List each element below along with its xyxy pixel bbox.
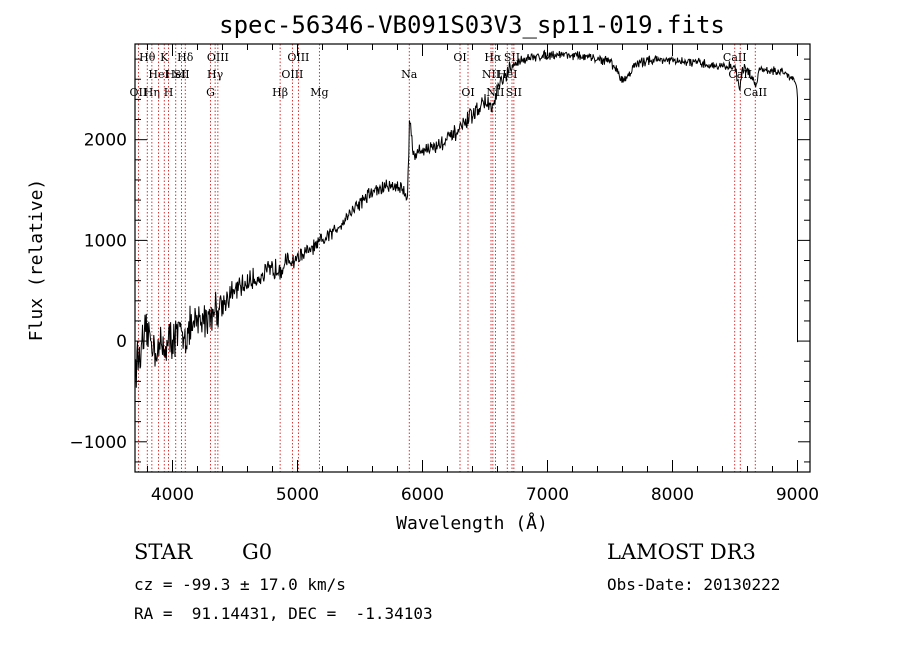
y-tick-label-3: 2000 [84,131,127,151]
y-axis-label: Flux (relative) [26,179,47,342]
marker-label-11: OIII [207,51,229,64]
marker-label-20: Hα [484,51,502,64]
marker-label-0: OII [130,86,148,99]
x-axis-label: Wavelength (Å) [396,512,548,534]
x-tick-label-1: 5000 [276,485,319,505]
obs-date: Obs-Date: 20130222 [607,575,781,594]
y-tick-label-2: 1000 [84,231,127,251]
x-tick-label-5: 9000 [776,485,819,505]
coordinates: RA = 91.14431, DEC = -1.34103 [134,604,433,623]
marker-label-13: OIII [281,68,303,81]
marker-label-1: Hθ [139,51,156,64]
x-tick-label-2: 6000 [401,485,444,505]
object-subclass: G0 [242,540,273,564]
marker-label-2: Hη [144,86,160,99]
plot-frame [134,43,811,473]
marker-label-5: H [164,86,174,99]
marker-label-9: G [206,86,215,99]
marker-label-18: OI [461,86,474,99]
marker-label-24: SII [506,86,522,99]
marker-label-23: SII [504,51,520,64]
y-tick-label-1: 0 [116,332,127,352]
marker-label-8: Hδ [177,51,194,64]
marker-label-6: HeI [166,68,186,81]
x-tick-label-4: 8000 [651,485,694,505]
marker-label-25: CaII [723,51,747,64]
marker-label-19: NII [482,68,500,81]
marker-label-14: OIII [287,51,309,64]
y-tick-label-0: −1000 [69,433,127,453]
marker-label-15: Mg [310,86,328,99]
marker-label-7: SII [173,68,189,81]
marker-label-21: NII [486,86,504,99]
marker-label-12: Hβ [272,86,288,99]
chart-title: spec-56346-VB091S03V3_sp11-019.fits [219,11,725,39]
x-axis: 4000 5000 6000 7000 8000 9000 [147,44,819,505]
marker-label-4: K [160,51,169,64]
survey-name: LAMOST DR3 [607,540,756,564]
redshift-text: cz = -99.3 ± 17.0 km/s [134,575,346,594]
spectrum-plot: spec-56346-VB091S03V3_sp11-019.fits OIIH… [26,11,819,534]
marker-label-3: HeI [148,68,168,81]
x-tick-label-3: 7000 [526,485,569,505]
series-line-0 [134,49,798,388]
flux-series [134,49,798,388]
x-tick-label-0: 4000 [151,485,194,505]
object-class: STAR [134,540,193,564]
emission-line-markers: OIIHθHηHeIKHHeISIIHδGHγOIIIHβOIIIOIIIMgN… [130,44,767,472]
marker-label-16: Na [401,68,418,81]
y-axis: −1000 0 1000 2000 [69,58,810,463]
marker-label-10: Hγ [207,68,224,81]
marker-label-17: OI [453,51,466,64]
marker-label-27: CaII [743,86,767,99]
